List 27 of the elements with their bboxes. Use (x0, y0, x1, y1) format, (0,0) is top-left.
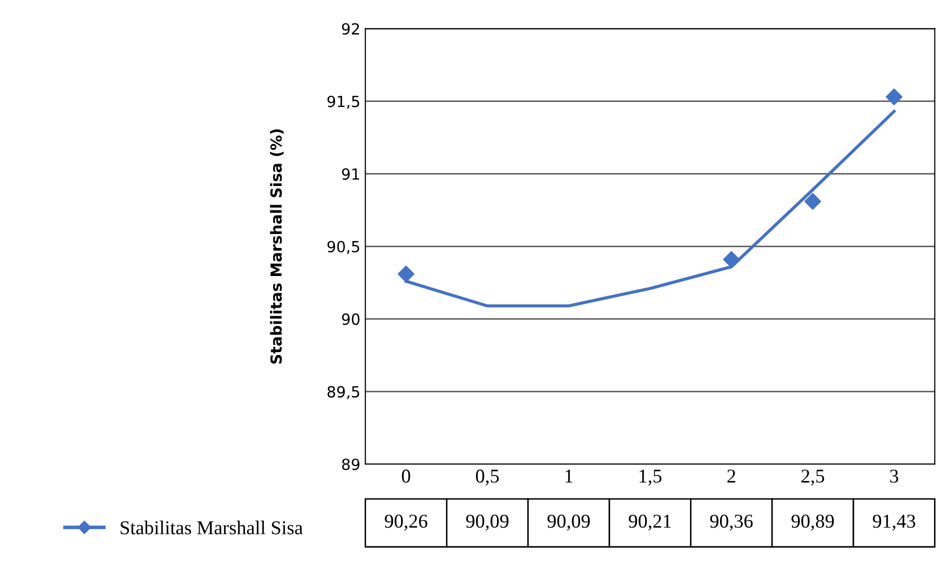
point (398, 266, 414, 282)
data-label: 90,89 (792, 514, 834, 531)
y-tick-label: 91,5 (327, 96, 360, 109)
y-tick-label: 92 (342, 23, 359, 35)
data-label: 90,09 (466, 514, 508, 531)
x-tick-label: 0 (402, 470, 410, 483)
x-tick-label: 0,5 (476, 470, 499, 486)
data-label: 90,26 (384, 514, 428, 531)
y-tick-label: 89,5 (328, 386, 360, 400)
legend-label: Stabilitas Marshall Sisa (120, 520, 303, 534)
x-tick-label: 3 (890, 470, 898, 483)
data-label: 90,09 (547, 514, 590, 531)
y-tick-label: 90,5 (327, 240, 360, 254)
y-tick-label: 89 (342, 458, 360, 470)
x-tick-label: 1,5 (640, 470, 662, 486)
data-label: 90,36 (710, 514, 753, 531)
y-tick-label: 91 (342, 168, 360, 180)
y-tick-label: 90 (342, 313, 360, 325)
point (886, 88, 902, 106)
point (804, 193, 822, 210)
y-axis-title: Stabilitas Marshall Sisa (%) (270, 129, 284, 364)
point (723, 251, 740, 268)
data-label: 91,43 (872, 514, 916, 531)
data-label: 90,21 (628, 514, 671, 531)
x-tick-label: 2 (727, 470, 736, 482)
x-tick-label: 2,5 (801, 470, 824, 486)
x-tick-label: 1 (566, 470, 572, 482)
